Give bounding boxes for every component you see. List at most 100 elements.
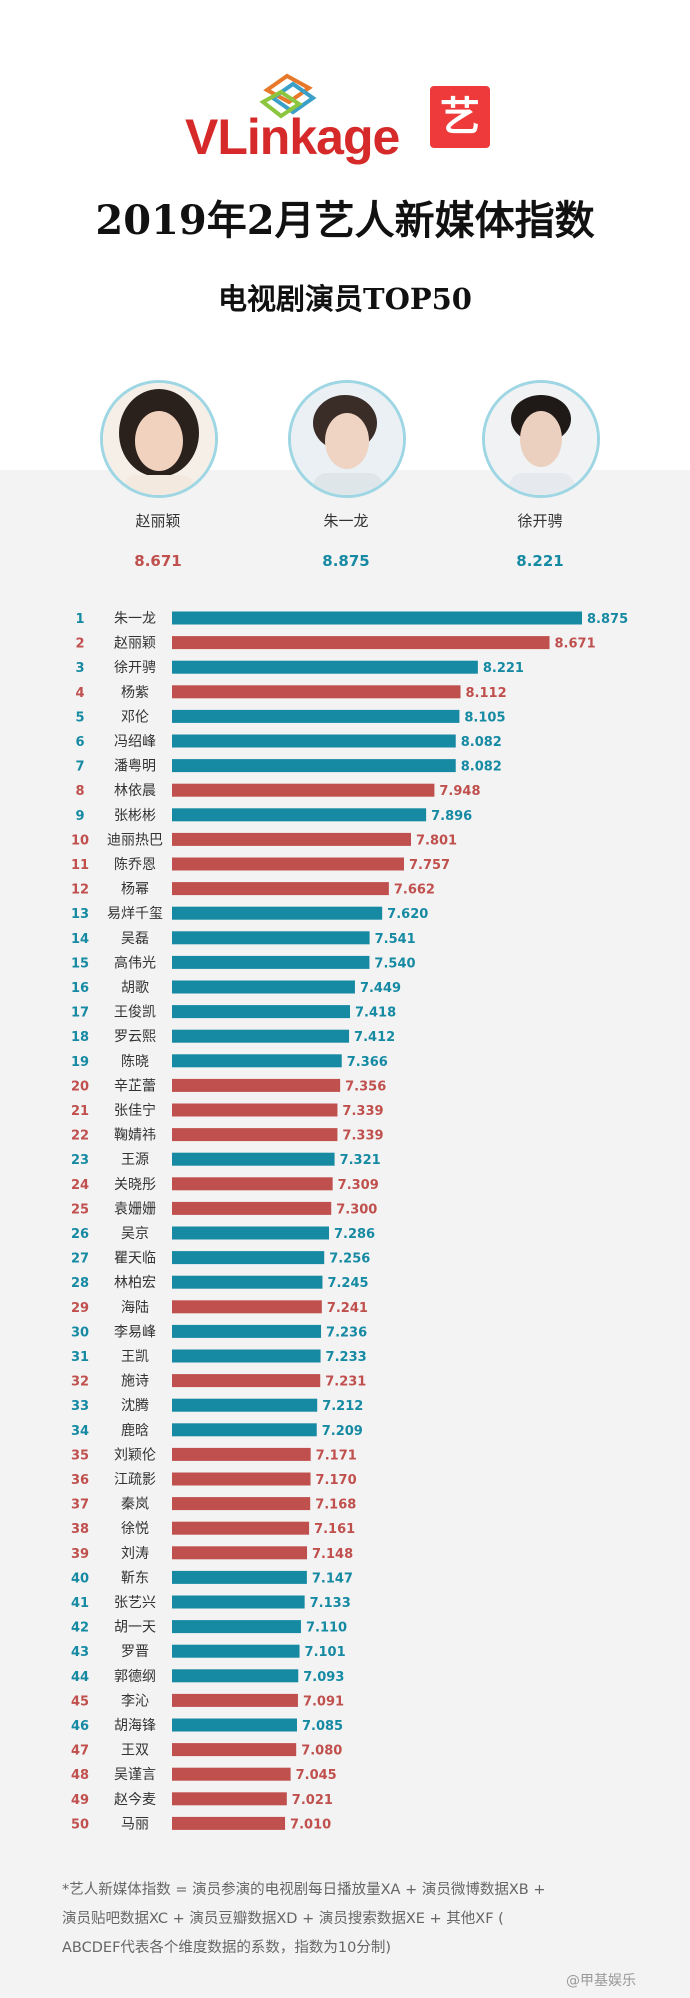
rank-number: 16 xyxy=(71,981,89,996)
rank-number: 43 xyxy=(71,1645,89,1660)
value-label: 7.010 xyxy=(290,1817,331,1830)
bar xyxy=(172,906,383,920)
actor-name: 张艺兴 xyxy=(114,1595,156,1611)
actor-name: 马丽 xyxy=(121,1816,149,1830)
rank-number: 32 xyxy=(71,1375,89,1390)
actor-name: 罗晋 xyxy=(121,1644,149,1660)
actor-name: 赵丽颖 xyxy=(114,636,156,652)
podium-score: 8.875 xyxy=(322,552,370,570)
value-label: 7.449 xyxy=(360,981,401,996)
bar xyxy=(172,783,435,797)
header-panel: VLinkage 艺 2019年2月艺人新媒体指数 电视剧演员TOP50 赵丽颖… xyxy=(0,0,690,570)
bar xyxy=(172,1128,338,1142)
actor-name: 刘颖伦 xyxy=(114,1447,156,1463)
bar xyxy=(172,1743,297,1757)
bar xyxy=(172,1152,335,1166)
value-label: 7.286 xyxy=(334,1227,375,1242)
bar xyxy=(172,1669,299,1683)
podium-score: 8.671 xyxy=(134,552,182,570)
bar xyxy=(172,1546,308,1560)
actor-name: 王双 xyxy=(121,1743,149,1759)
rank-number: 34 xyxy=(71,1424,89,1439)
value-label: 7.147 xyxy=(312,1571,353,1586)
actor-name: 胡歌 xyxy=(121,980,149,996)
rank-number: 5 xyxy=(75,710,84,725)
value-label: 7.339 xyxy=(342,1129,383,1144)
rank-number: 8 xyxy=(75,784,84,799)
value-label: 7.540 xyxy=(374,956,415,971)
avatar xyxy=(482,380,600,498)
podium-score: 8.221 xyxy=(516,552,564,570)
rank-number: 12 xyxy=(71,883,89,898)
value-label: 7.418 xyxy=(355,1006,396,1021)
value-label: 8.221 xyxy=(483,661,524,676)
rank-number: 18 xyxy=(71,1030,89,1045)
actor-name: 吴谨言 xyxy=(114,1767,156,1783)
rank-number: 37 xyxy=(71,1498,89,1513)
value-label: 7.236 xyxy=(326,1325,367,1340)
actor-name: 林依晨 xyxy=(114,783,156,799)
value-label: 7.356 xyxy=(345,1079,386,1094)
rank-number: 44 xyxy=(71,1670,89,1685)
bar xyxy=(172,734,456,748)
actor-name: 杨幂 xyxy=(121,882,149,898)
actor-name: 迪丽热巴 xyxy=(107,832,163,848)
actor-name: 易烊千玺 xyxy=(107,906,163,922)
value-label: 8.105 xyxy=(464,710,505,725)
rank-number: 14 xyxy=(71,932,89,947)
rank-number: 13 xyxy=(71,907,89,922)
value-label: 7.339 xyxy=(342,1104,383,1119)
avatar xyxy=(100,380,218,498)
bar xyxy=(172,931,370,945)
rank-number: 36 xyxy=(71,1473,89,1488)
bar xyxy=(172,1054,342,1068)
rank-number: 3 xyxy=(75,661,84,676)
actor-name: 张彬彬 xyxy=(114,808,156,824)
rank-number: 22 xyxy=(71,1129,89,1144)
rank-number: 38 xyxy=(71,1522,89,1537)
value-label: 7.133 xyxy=(310,1596,351,1611)
bar xyxy=(172,832,411,846)
value-label: 7.085 xyxy=(302,1719,343,1734)
actor-name: 冯绍峰 xyxy=(114,734,156,750)
bar xyxy=(172,1324,322,1338)
value-label: 7.231 xyxy=(325,1375,366,1390)
rank-number: 2 xyxy=(75,637,84,652)
value-label: 7.168 xyxy=(315,1498,356,1513)
bar xyxy=(172,882,389,896)
actor-name: 朱一龙 xyxy=(114,611,156,627)
rank-number: 21 xyxy=(71,1104,89,1119)
actor-name: 徐悦 xyxy=(121,1521,149,1537)
male-portrait-icon xyxy=(291,383,403,495)
value-label: 7.309 xyxy=(338,1178,379,1193)
bar xyxy=(172,1718,297,1732)
page-title: 2019年2月艺人新媒体指数 xyxy=(95,197,595,244)
value-label: 7.021 xyxy=(292,1793,333,1808)
value-label: 7.948 xyxy=(439,784,480,799)
actor-name: 邓伦 xyxy=(121,709,149,725)
value-label: 8.082 xyxy=(461,735,502,750)
actor-name: 胡一天 xyxy=(114,1620,156,1636)
bar xyxy=(172,1521,310,1535)
bar xyxy=(172,1398,318,1412)
value-label: 7.541 xyxy=(375,932,416,947)
bar xyxy=(172,1029,350,1043)
bar xyxy=(172,1497,311,1511)
weibo-watermark: @甲基娱乐 xyxy=(566,1973,636,1989)
value-label: 7.110 xyxy=(306,1621,347,1636)
rank-number: 39 xyxy=(71,1547,89,1562)
value-label: 7.241 xyxy=(327,1301,368,1316)
value-label: 7.093 xyxy=(303,1670,344,1685)
rank-number: 47 xyxy=(71,1744,89,1759)
bar xyxy=(172,1201,332,1215)
footnote: *艺人新媒体指数 = 演员参演的电视剧每日播放量XA + 演员微博数据XB + … xyxy=(62,1876,662,1963)
value-label: 7.045 xyxy=(296,1768,337,1783)
rank-number: 4 xyxy=(75,686,84,701)
rank-number: 17 xyxy=(71,1006,89,1021)
bar xyxy=(172,1349,321,1363)
bar xyxy=(172,980,355,994)
actor-name: 海陆 xyxy=(121,1300,149,1316)
rank-number: 11 xyxy=(71,858,89,873)
bar xyxy=(172,709,460,723)
value-label: 7.620 xyxy=(387,907,428,922)
